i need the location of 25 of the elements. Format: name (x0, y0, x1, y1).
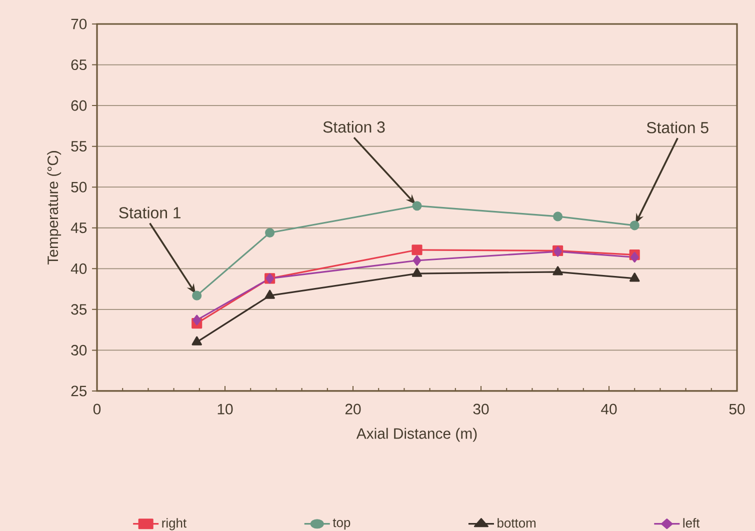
y-tick-label: 40 (70, 263, 87, 274)
x-tick-label: 0 (93, 404, 101, 414)
y-tick-label: 50 (71, 182, 87, 192)
x-tick-label: 10 (218, 404, 233, 414)
legend-label: left (683, 518, 700, 528)
y-tick-label: 55 (71, 141, 87, 152)
annotation: Station 5 (646, 122, 708, 134)
y-tick-label: 25 (71, 386, 87, 396)
annotation: Station 3 (323, 121, 385, 133)
y-tick-label: 65 (71, 59, 87, 70)
legend-label: right (162, 518, 186, 530)
legend-label: bottom (498, 518, 536, 528)
y-tick-label: 30 (71, 344, 87, 356)
y-tick-label: 35 (71, 304, 87, 315)
x-tick-label: 50 (729, 404, 745, 414)
x-tick-label: 20 (345, 404, 361, 414)
x-tick-label: 40 (601, 404, 617, 414)
y-tick-label: 60 (71, 100, 87, 111)
y-tick-label: 70 (71, 18, 87, 30)
annotation: Station 1 (119, 206, 181, 218)
y-axis-title: Temperature (°C) (47, 151, 62, 265)
y-tick-label: 45 (70, 222, 87, 234)
x-tick-label: 30 (473, 404, 489, 414)
legend-label: top (332, 518, 350, 530)
x-axis-title: Axial Distance (m) (356, 428, 477, 442)
